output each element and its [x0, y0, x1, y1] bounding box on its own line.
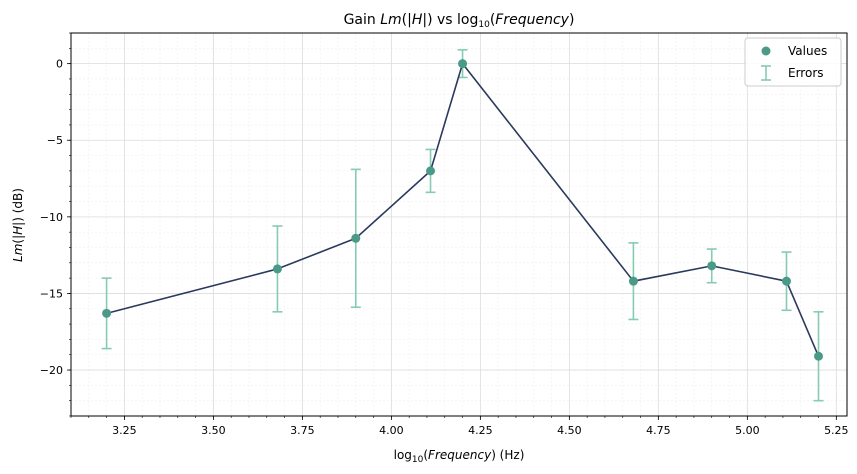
x-tick-label: 5.00 [735, 424, 760, 437]
legend-label: Values [788, 44, 827, 58]
data-point [426, 166, 436, 176]
data-point [814, 351, 824, 361]
data-point [102, 308, 112, 318]
x-tick-label: 5.25 [824, 424, 849, 437]
x-axis-ticks: 3.25 3.50 3.75 4.00 4.25 4.50 4.75 5.00 5.25 [70, 416, 849, 437]
legend: Values Errors [744, 37, 842, 87]
x-tick-label: 4.75 [646, 424, 671, 437]
y-tick-label: −5 [47, 134, 63, 147]
legend-marker-values [761, 46, 771, 56]
y-tick-label: 0 [56, 58, 63, 71]
y-tick-label: −10 [40, 211, 63, 224]
x-tick-label: 4.25 [468, 424, 493, 437]
chart-title: Gain Lm(|H|) vs log10(Frequency) [344, 12, 575, 30]
y-tick-label: −20 [40, 364, 63, 377]
data-point [458, 59, 468, 69]
y-axis-ticks: 0 −5 −10 −15 −20 [40, 32, 71, 417]
data-point [781, 276, 791, 286]
legend-label: Errors [788, 66, 824, 80]
data-point [351, 233, 361, 243]
markers [102, 59, 824, 361]
data-point [707, 261, 717, 271]
minor-grid [70, 32, 847, 417]
x-tick-label: 4.50 [557, 424, 582, 437]
data-point [628, 276, 638, 286]
plot-frame [70, 32, 848, 417]
y-axis-label: Lm(|H|) (dB) [11, 188, 25, 262]
major-grid [71, 33, 847, 416]
x-axis-label: log10(Frequency) (Hz) [394, 448, 525, 465]
x-tick-label: 3.25 [112, 424, 137, 437]
x-tick-label: 4.00 [379, 424, 404, 437]
y-tick-label: −15 [40, 287, 63, 300]
x-tick-label: 3.75 [290, 424, 315, 437]
data-point [272, 264, 282, 274]
x-tick-label: 3.50 [201, 424, 226, 437]
